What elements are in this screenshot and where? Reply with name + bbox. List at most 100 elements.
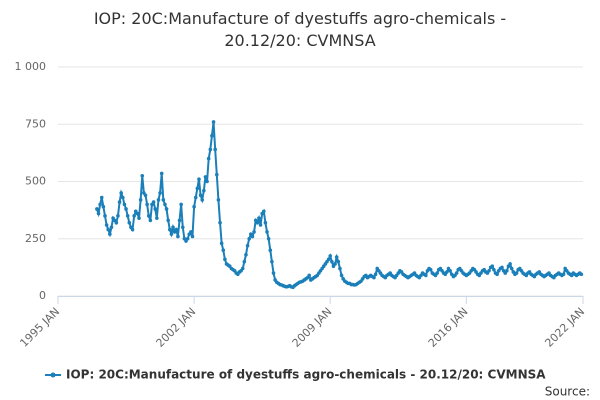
data-point [103,214,107,218]
data-point [200,198,205,202]
data-point [135,211,140,216]
data-point [121,195,125,200]
data-point [190,234,195,239]
data-point [98,202,102,207]
data-point [198,193,203,198]
data-point [203,175,208,179]
legend-marker [50,372,56,378]
data-point [161,198,166,202]
data-point [99,195,104,200]
data-point [247,236,252,241]
legend-label: IOP: 20C:Manufacture of dyestuffs agro-c… [66,368,546,382]
data-point [156,198,161,202]
data-point [508,262,512,266]
data-point [307,273,311,278]
data-point [445,270,449,274]
data-point [153,207,158,211]
data-point [448,269,452,273]
data-point [454,271,459,275]
data-point [179,202,183,207]
data-point [189,230,193,234]
data-point [223,257,227,262]
data-point [258,223,263,227]
data-point [159,171,164,176]
data-point [158,191,162,195]
data-point [492,267,496,272]
data-point [514,271,519,275]
data-point [270,259,274,264]
data-point [177,218,182,223]
data-point [255,220,260,225]
data-point [266,236,271,241]
data-point [155,216,159,220]
x-tick-label: 2009 JAN [290,305,335,350]
data-point [330,259,334,264]
data-point [148,218,153,223]
data-point [372,275,376,280]
data-point [490,264,495,269]
data-point [145,202,149,207]
data-point [257,216,261,220]
data-point [505,269,509,273]
data-point [221,248,226,252]
data-point [171,225,175,230]
y-tick-label: 1 000 [15,60,47,73]
y-tick-label: 750 [25,117,46,130]
data-point [132,214,136,218]
data-point [143,193,148,198]
data-point [206,156,211,161]
data-point [214,172,219,177]
data-point [104,223,109,227]
data-point [138,198,143,202]
data-point [202,188,206,193]
data-point [240,266,245,271]
data-point [326,257,331,262]
data-point [339,273,344,278]
x-tick-label: 2002 JAN [154,305,199,350]
data-point [216,198,221,202]
data-point [166,218,170,223]
data-point [192,204,196,209]
data-point [435,271,439,275]
data-point [168,227,172,232]
data-point [197,177,201,182]
data-point [137,216,141,220]
source-label: Source: [545,385,590,399]
data-point [146,214,151,218]
data-point [245,243,250,248]
data-point [169,232,174,236]
data-point [174,227,179,232]
data-point [252,230,256,234]
data-point [219,241,224,246]
y-tick-label: 500 [25,175,46,188]
data-point [263,220,268,225]
data-point [509,266,514,271]
data-point [122,202,127,207]
data-point [336,259,341,264]
data-point [500,265,504,270]
data-point [163,202,167,207]
data-point [218,220,222,225]
x-tick-label: 2022 JAN [542,305,587,350]
data-point [101,204,106,209]
data-point [210,133,214,138]
data-point [268,248,273,252]
data-point [95,207,99,211]
data-point [205,179,209,184]
data-point [176,234,180,239]
data-point [265,230,269,234]
data-point [328,254,333,258]
data-point [164,207,169,211]
data-point [114,220,119,225]
data-point [242,259,247,264]
data-point [373,272,378,277]
data-point [124,207,128,211]
data-point [333,262,337,266]
data-point [127,220,132,225]
data-point [244,252,248,257]
data-point [334,255,339,259]
data-point [213,147,217,152]
data-point [211,120,216,124]
